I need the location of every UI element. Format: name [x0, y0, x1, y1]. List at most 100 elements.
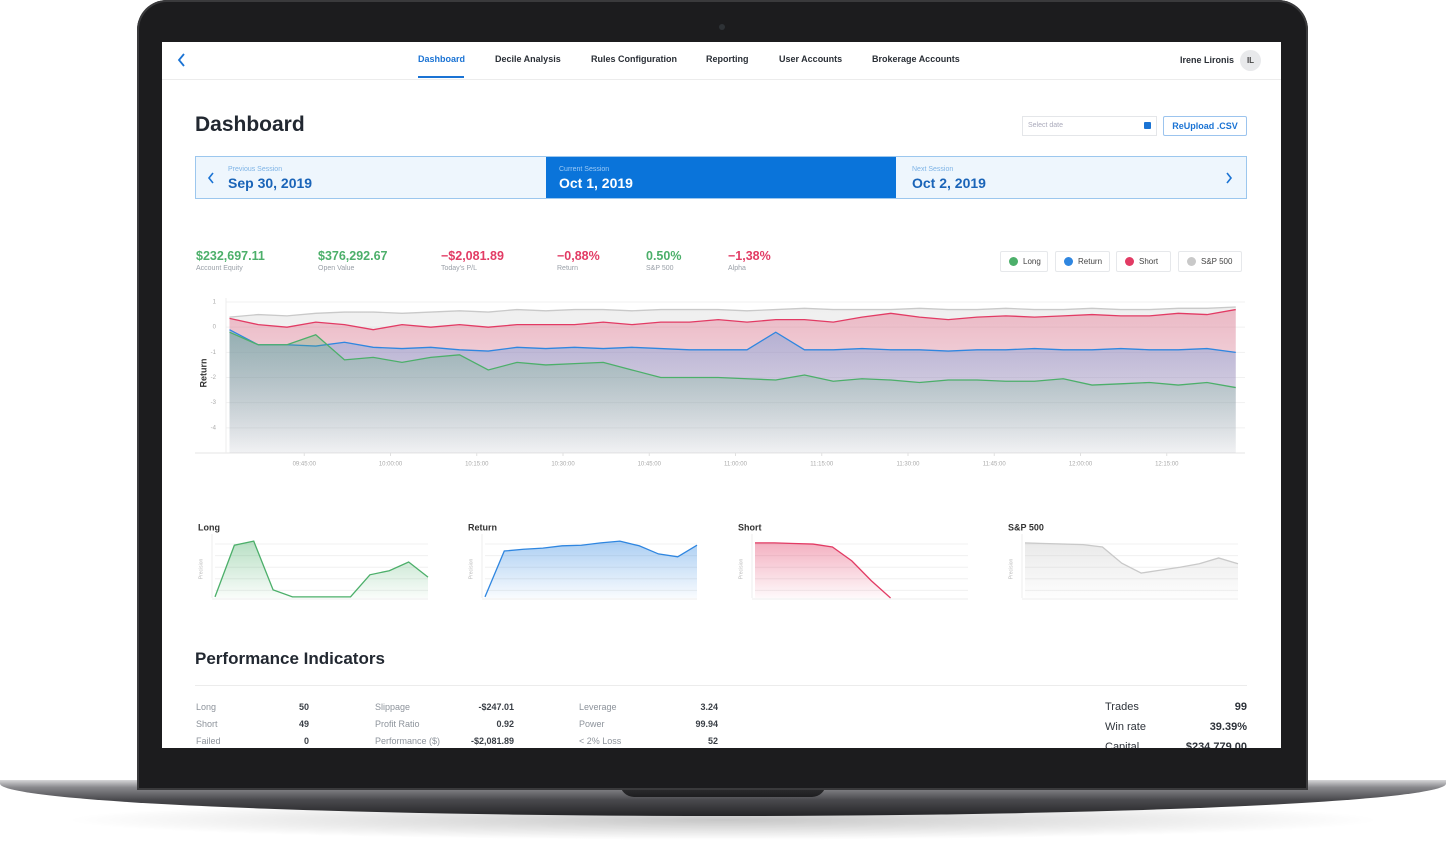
y-tick-label: 1	[213, 300, 217, 306]
back-button[interactable]	[176, 52, 188, 68]
stat-label: Open Value	[318, 265, 355, 272]
summary-value: 99	[1234, 701, 1247, 713]
nav-item[interactable]: Reporting	[706, 54, 749, 64]
x-tick-label: 10:15:00	[465, 462, 489, 468]
legend-label: Short	[1139, 257, 1159, 266]
summary-label: Trades	[1105, 701, 1139, 713]
y-tick-label: -4	[211, 425, 217, 431]
metric-label: Leverage	[579, 702, 617, 712]
stat: $232,697.11 Account Equity	[196, 249, 265, 272]
user-name[interactable]: Irene Lironis	[1180, 55, 1235, 65]
stat-value: $376,292.67	[318, 249, 388, 263]
x-tick-label: 10:30:00	[551, 462, 575, 468]
stat-label: Alpha	[728, 265, 746, 272]
stat-value: −$2,081.89	[441, 249, 504, 263]
mini-area	[215, 541, 428, 598]
mini-line	[484, 540, 698, 598]
section-title: Performance Indicators	[195, 649, 385, 668]
legend-item[interactable]: Short	[1116, 251, 1171, 272]
legend-dot	[1187, 257, 1196, 266]
mini-chart-title: Return	[468, 522, 497, 532]
mini-y-label: Precision	[198, 559, 204, 580]
legend-dot	[1125, 257, 1134, 266]
charts: 1 0 -1 -2 -3 -4 09:45:00 10:00:00 10:15:00 10:30:…	[195, 298, 1245, 600]
x-tick-label: 11:30:00	[897, 462, 921, 468]
mini-chart-title: S&P 500	[1008, 522, 1044, 532]
y-tick-label: 0	[213, 325, 217, 331]
stat: −$2,081.89 Today's P/L	[441, 249, 504, 272]
summary-label: Win rate	[1105, 721, 1146, 733]
nav-item[interactable]: Rules Configuration	[591, 54, 677, 64]
stat-label: Return	[557, 265, 579, 272]
y-tick-label: -2	[211, 375, 217, 381]
metric-value: 3.24	[700, 702, 718, 712]
mini-line	[214, 540, 429, 598]
chevron-right[interactable]	[1224, 171, 1234, 185]
metric-value: 0.92	[496, 719, 514, 729]
nav-item[interactable]: Decile Analysis	[495, 54, 561, 64]
stat-label: Today's P/L	[441, 265, 477, 272]
mini-y-label: Precision	[1008, 559, 1014, 580]
session-label: Next Session	[912, 166, 954, 173]
stat-label: S&P 500	[646, 265, 674, 272]
calendar-icon[interactable]	[1144, 122, 1151, 129]
metric-value: 50	[298, 702, 309, 712]
series-line	[229, 308, 1236, 331]
mini-area	[485, 541, 697, 598]
metric-value: 52	[707, 736, 718, 746]
series-line	[229, 306, 1236, 318]
legend-item[interactable]: S&P 500	[1178, 251, 1242, 272]
session-label: Current Session	[559, 166, 610, 173]
legend-label: Return	[1078, 257, 1103, 266]
y-axis-label: Return	[198, 359, 208, 388]
series-line	[229, 331, 1236, 389]
mini-chart-title: Short	[738, 522, 762, 532]
metric-value: -$2,081.89	[470, 736, 514, 746]
session-current: Current Session Oct 1, 2019	[546, 157, 896, 198]
upload-button[interactable]: ReUpload .CSV	[1163, 116, 1247, 136]
x-tick-label: 12:15:00	[1155, 462, 1179, 468]
mini-area	[755, 542, 891, 598]
session-next[interactable]: Next Session Oct 2, 2019	[896, 157, 1246, 198]
session-bar: Previous Session Sep 30, 2019 Current Se…	[195, 156, 1247, 199]
metric-label: Power	[579, 719, 605, 729]
metric-value: -$247.01	[478, 702, 514, 712]
legend-item[interactable]: Return	[1055, 251, 1110, 272]
metric-label: Long	[196, 702, 217, 712]
mini-line	[755, 542, 891, 599]
stat: −0,88% Return	[557, 249, 600, 272]
mini-line	[1024, 542, 1239, 574]
metric-label: < 2% Loss	[579, 736, 622, 746]
x-tick-label: 11:15:00	[810, 462, 834, 468]
camera	[719, 24, 725, 30]
y-tick-label: -1	[211, 350, 217, 356]
session-prev[interactable]: Previous Session Sep 30, 2019	[196, 157, 546, 198]
metric-label: Short	[196, 719, 218, 729]
metric-value: 0	[303, 736, 309, 746]
metric-label: Performance ($)	[375, 736, 441, 746]
stat: 0.50% S&P 500	[646, 249, 681, 272]
mini-chart-title: Long	[198, 522, 220, 532]
screen: Irene Lironis IL Dashboard Select date R…	[162, 42, 1281, 748]
nav-item[interactable]: Brokerage Accounts	[872, 54, 960, 64]
legend-item[interactable]: Long	[1000, 251, 1048, 272]
mini-y-label: Precision	[468, 559, 474, 580]
divider	[195, 685, 1247, 686]
nav-item[interactable]: User Accounts	[779, 54, 843, 64]
series-area	[229, 332, 1236, 453]
legend-label: Long	[1023, 257, 1041, 266]
x-tick-label: 11:00:00	[724, 462, 748, 468]
metric-label: Failed	[196, 736, 221, 746]
stat-value: −1,38%	[728, 249, 771, 263]
session-label: Previous Session	[228, 166, 283, 173]
user-avatar[interactable]: IL	[1240, 50, 1261, 71]
x-tick-label: 12:00:00	[1069, 462, 1093, 468]
nav-item[interactable]: Dashboard	[418, 54, 466, 64]
chevron-left[interactable]	[206, 171, 216, 185]
date-input[interactable]: Select date	[1022, 116, 1157, 136]
page-title: Dashboard	[195, 113, 305, 136]
stat-value: $232,697.11	[196, 249, 265, 263]
active-underline	[418, 76, 464, 78]
summary-value: $234,779.00	[1185, 741, 1247, 748]
